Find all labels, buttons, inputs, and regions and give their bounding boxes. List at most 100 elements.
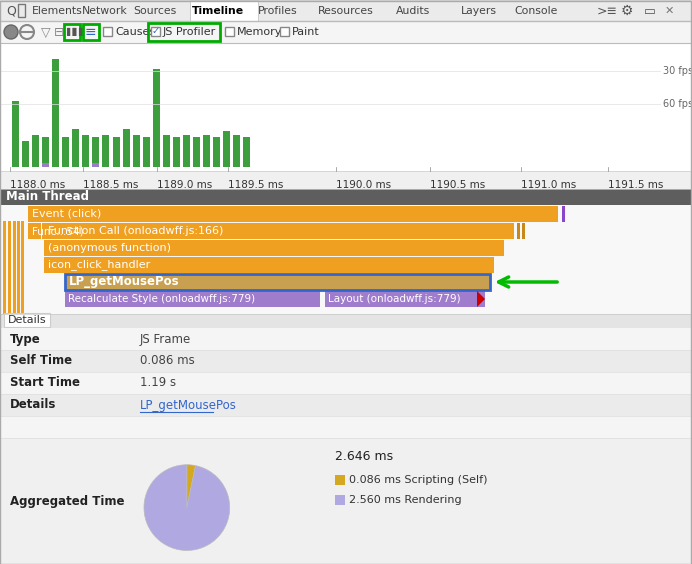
Bar	[203, 135, 210, 167]
Text: 60 fps: 60 fps	[663, 99, 692, 109]
Bar	[522, 223, 525, 239]
Bar	[28, 223, 40, 239]
Text: 1190.5 ms: 1190.5 ms	[430, 180, 485, 190]
Text: LP_getMousePos: LP_getMousePos	[140, 399, 237, 412]
Bar	[83, 24, 99, 40]
Bar	[133, 135, 140, 167]
Bar	[82, 135, 89, 167]
Text: Q: Q	[6, 5, 16, 17]
Bar	[335, 475, 345, 485]
Bar	[12, 101, 19, 167]
Text: Memory: Memory	[237, 27, 282, 37]
Bar	[62, 137, 69, 167]
Text: 0.086 ms Scripting (Self): 0.086 ms Scripting (Self)	[349, 475, 487, 485]
Bar	[65, 274, 490, 290]
Bar	[64, 24, 80, 40]
Bar	[65, 291, 320, 307]
Bar	[0, 21, 692, 43]
Bar	[0, 328, 692, 564]
Text: Causes: Causes	[115, 27, 155, 37]
Bar	[163, 135, 170, 167]
Text: Network: Network	[82, 6, 128, 16]
Bar	[42, 223, 44, 239]
Text: Paint: Paint	[292, 27, 320, 37]
Text: ✓: ✓	[152, 26, 160, 36]
Text: ▭: ▭	[644, 5, 656, 17]
Text: Self Time: Self Time	[10, 355, 72, 368]
Bar	[22, 140, 29, 167]
Bar	[72, 129, 79, 167]
Bar	[193, 137, 200, 167]
Wedge shape	[144, 465, 230, 550]
Text: JS Frame: JS Frame	[140, 333, 191, 346]
Bar	[213, 137, 220, 167]
Bar	[28, 206, 558, 222]
Bar	[8, 221, 11, 316]
Bar	[3, 221, 6, 316]
Text: 1191.0 ms: 1191.0 ms	[521, 180, 576, 190]
Text: Resources: Resources	[318, 6, 374, 16]
Text: >≡: >≡	[597, 5, 618, 17]
Bar	[153, 69, 160, 167]
Bar	[0, 189, 692, 205]
Bar	[4, 313, 50, 327]
Text: Aggregated Time: Aggregated Time	[10, 495, 125, 508]
Bar	[0, 438, 692, 564]
Text: Profiles: Profiles	[258, 6, 298, 16]
Bar	[44, 240, 504, 256]
Bar	[190, 0, 258, 21]
Bar	[0, 394, 692, 416]
Text: 0.086 ms: 0.086 ms	[140, 355, 194, 368]
Bar	[103, 27, 112, 36]
Text: Elements: Elements	[32, 6, 83, 16]
Bar	[183, 135, 190, 167]
Bar	[44, 223, 514, 239]
Bar	[102, 135, 109, 167]
Bar	[280, 27, 289, 36]
Text: ⚙: ⚙	[621, 4, 633, 18]
Bar	[13, 221, 16, 316]
Bar	[173, 137, 180, 167]
Text: Details: Details	[10, 399, 56, 412]
Text: 2.646 ms: 2.646 ms	[335, 450, 393, 462]
Text: 1191.5 ms: 1191.5 ms	[608, 180, 664, 190]
Bar	[0, 372, 692, 394]
Text: ▽: ▽	[41, 25, 51, 38]
Text: 1188.0 ms: 1188.0 ms	[10, 180, 65, 190]
Text: 1188.5 ms: 1188.5 ms	[83, 180, 138, 190]
Bar	[233, 135, 240, 167]
Bar	[243, 137, 250, 167]
Text: LP_getMousePos: LP_getMousePos	[69, 275, 180, 289]
Bar	[223, 131, 230, 167]
Bar	[18, 4, 25, 17]
Text: (anonymous function): (anonymous function)	[48, 243, 171, 253]
Text: Layers: Layers	[461, 6, 497, 16]
Bar	[0, 328, 692, 350]
Text: 2.560 ms Rendering: 2.560 ms Rendering	[349, 495, 462, 505]
Bar	[335, 495, 345, 505]
Bar	[148, 23, 220, 41]
Text: Timeline: Timeline	[192, 6, 244, 16]
Bar	[123, 129, 130, 167]
Bar	[39, 223, 41, 239]
Text: 30 fps: 30 fps	[663, 66, 692, 76]
Text: Event (click): Event (click)	[32, 209, 101, 219]
Bar	[225, 27, 234, 36]
Text: Type: Type	[10, 333, 41, 346]
Bar	[92, 137, 99, 167]
Polygon shape	[477, 291, 485, 307]
Bar	[113, 137, 120, 167]
Text: 1190.0 ms: 1190.0 ms	[336, 180, 391, 190]
Bar	[517, 223, 520, 239]
Wedge shape	[187, 465, 196, 508]
Text: 1.19 s: 1.19 s	[140, 377, 176, 390]
Bar	[92, 163, 99, 167]
Text: Func...54): Func...54)	[32, 226, 84, 236]
Text: ⊟: ⊟	[54, 25, 64, 38]
Bar	[42, 163, 49, 167]
Bar	[0, 205, 692, 316]
Text: ▌▋▊: ▌▋▊	[66, 28, 86, 37]
Bar	[0, 43, 692, 171]
Bar	[17, 221, 20, 316]
Bar	[0, 0, 692, 21]
